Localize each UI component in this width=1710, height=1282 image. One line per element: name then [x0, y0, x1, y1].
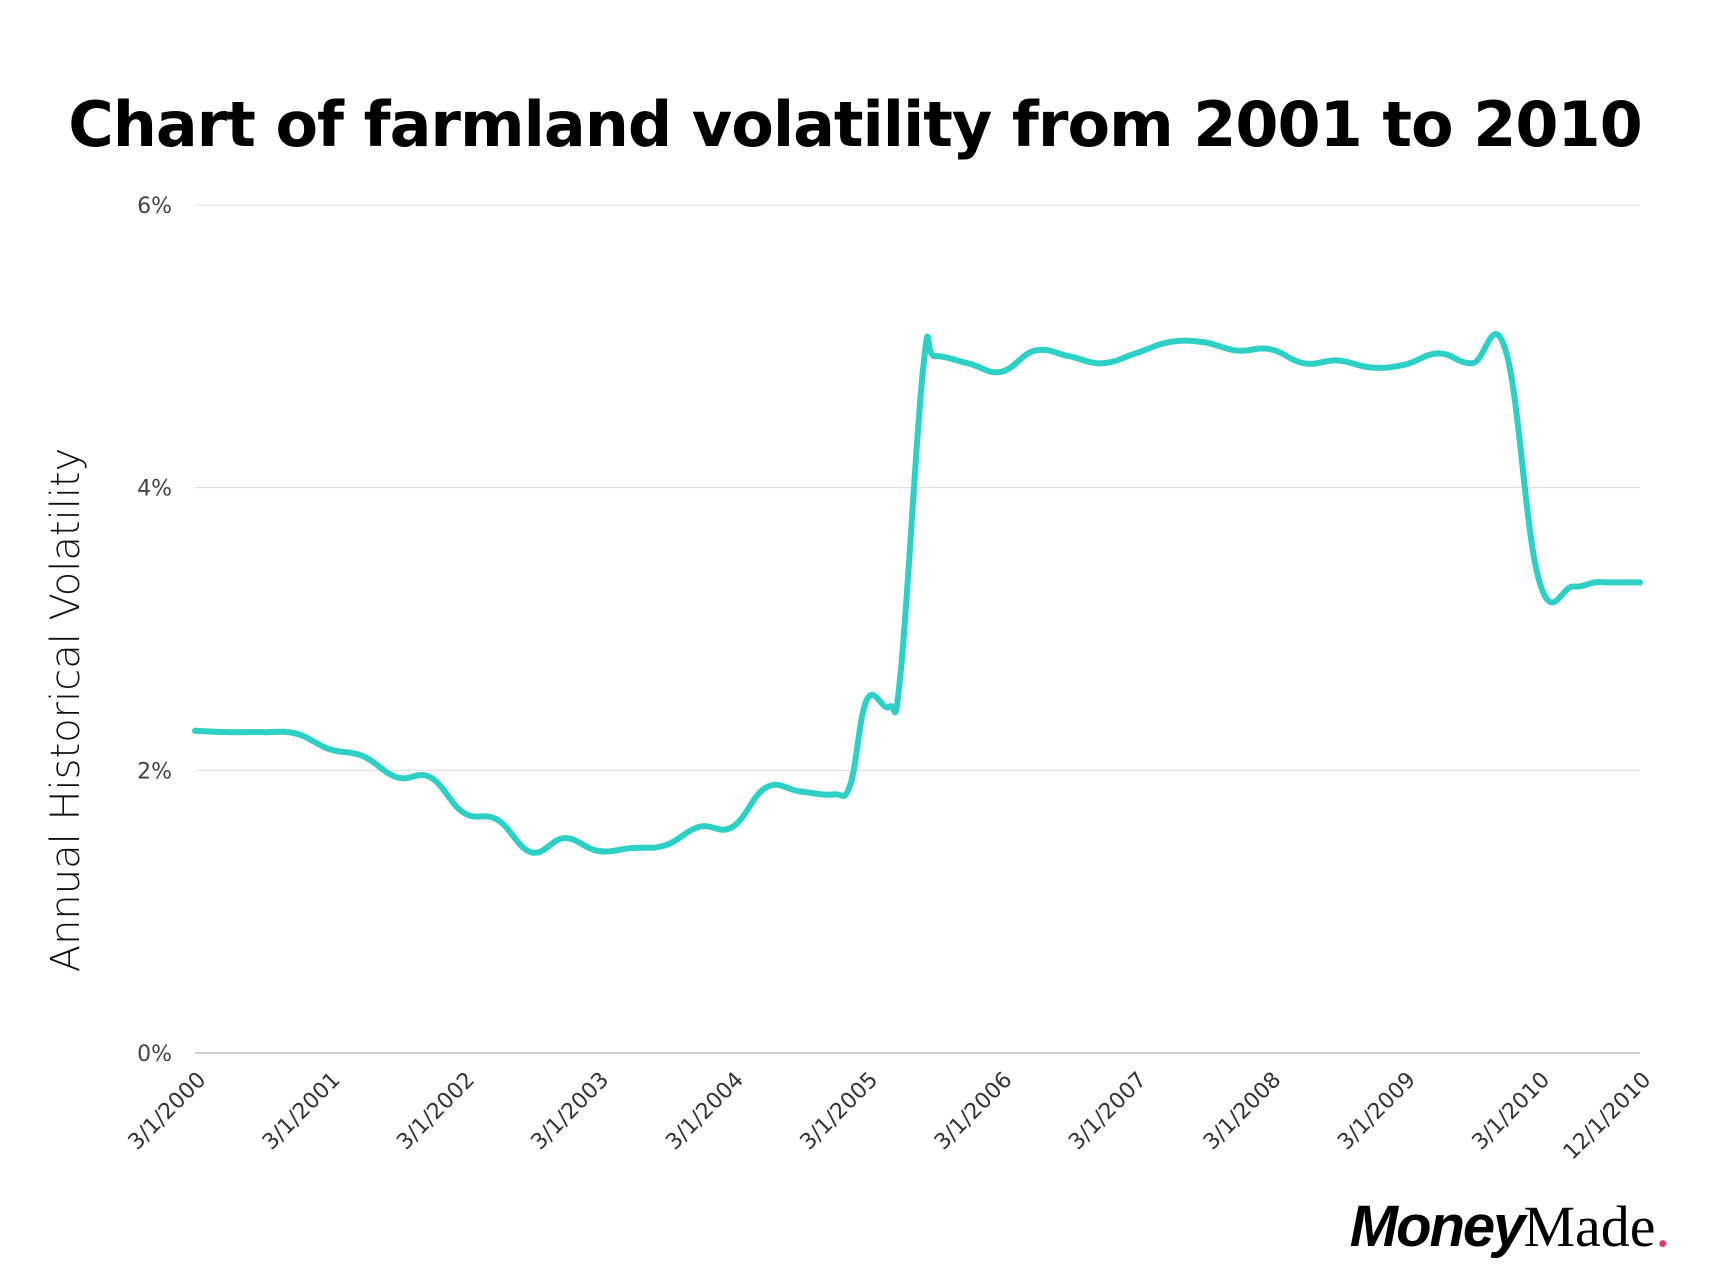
x-tick-label: 3/1/2009 [1333, 1068, 1421, 1156]
y-tick-label: 4% [137, 477, 172, 502]
x-tick-label: 3/1/2004 [661, 1068, 749, 1156]
x-tick-label: 12/1/2010 [1559, 1068, 1656, 1165]
gridlines [195, 204, 1640, 1054]
x-tick-label: 3/1/2001 [258, 1068, 346, 1156]
x-tick-label: 3/1/2008 [1199, 1068, 1287, 1156]
x-axis-ticks: 3/1/2000 3/1/2001 3/1/2002 3/1/2003 3/1/2004… [124, 1068, 1657, 1165]
y-axis-label: Annual Historical Volatility [43, 448, 89, 973]
y-tick-label: 0% [137, 1042, 172, 1067]
y-tick-label: 2% [137, 759, 172, 784]
x-tick-label: 3/1/2003 [527, 1068, 615, 1156]
x-tick-label: 3/1/2000 [124, 1068, 212, 1156]
x-tick-label: 3/1/2007 [1064, 1068, 1152, 1156]
moneymade-logo: MoneyMade. [1350, 1192, 1670, 1260]
logo-dot: . [1655, 1194, 1671, 1259]
logo-part-2: Made [1523, 1194, 1656, 1259]
x-tick-label: 3/1/2002 [392, 1068, 480, 1156]
x-tick-label: 3/1/2006 [930, 1068, 1018, 1156]
chart-title: Chart of farmland volatility from 2001 t… [68, 88, 1643, 161]
x-tick-label: 3/1/2005 [796, 1068, 884, 1156]
series-line [192, 331, 1643, 856]
logo-part-1: Money [1349, 1194, 1526, 1259]
x-tick-label: 3/1/2010 [1468, 1068, 1556, 1156]
y-tick-label: 6% [137, 194, 172, 219]
y-axis-ticks: 6% 4% 2% 0% [137, 194, 172, 1067]
